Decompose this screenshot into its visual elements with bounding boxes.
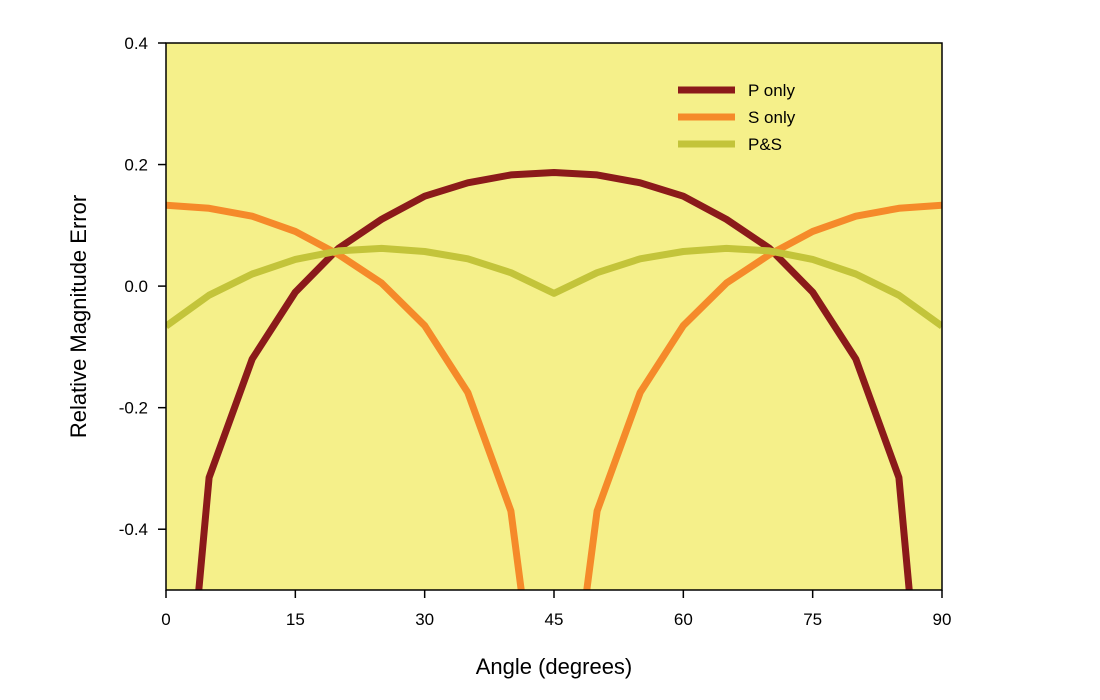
x-axis-title: Angle (degrees) (476, 654, 633, 679)
axes-layer: 0 15 30 45 60 75 90 0.4 0.2 0.0 -0.2 -0.4 (119, 34, 952, 629)
x-tick-label: 75 (803, 610, 822, 629)
y-tick-label: 0.0 (124, 277, 148, 296)
y-axis-title: Relative Magnitude Error (66, 195, 91, 438)
x-tick-label: 15 (286, 610, 305, 629)
y-tick-label: 0.4 (124, 34, 148, 53)
series-layer (166, 169, 942, 590)
x-tick-label: 90 (933, 610, 952, 629)
x-tick-label: 0 (161, 610, 170, 629)
x-tick-label: 45 (545, 610, 564, 629)
series-line-p-only (195, 169, 913, 590)
y-tick-label: -0.4 (119, 520, 148, 539)
y-tick-label: -0.2 (119, 399, 148, 418)
plot-area (166, 43, 942, 590)
series-line-s-only (166, 201, 942, 590)
series-line-p-s (166, 244, 942, 330)
legend-label-s-only: S only (748, 108, 796, 127)
y-tick-label: 0.2 (124, 156, 148, 175)
legend: P only S only P&S (678, 81, 796, 154)
legend-label-p-s: P&S (748, 135, 782, 154)
legend-label-p-only: P only (748, 81, 795, 100)
x-tick-label: 30 (415, 610, 434, 629)
x-tick-label: 60 (674, 610, 693, 629)
